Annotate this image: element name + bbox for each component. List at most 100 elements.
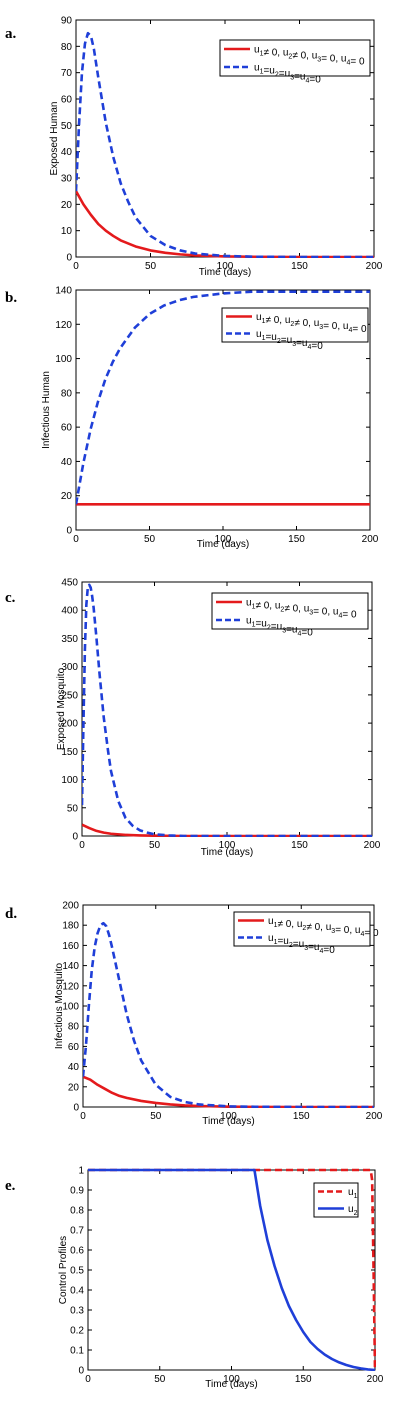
x-tick-label: 100 <box>223 1374 240 1385</box>
panel-letter: b. <box>5 290 17 306</box>
y-tick-label: 120 <box>55 320 72 331</box>
y-tick-label: 90 <box>61 16 73 27</box>
x-tick-label: 100 <box>217 261 234 272</box>
series-line-2 <box>83 921 374 1108</box>
x-tick-label: 0 <box>73 534 79 545</box>
x-tick-label: 200 <box>362 534 379 545</box>
y-tick-label: 60 <box>68 1042 80 1053</box>
y-tick-label: 0 <box>66 526 72 537</box>
legend-entry-1: u1≠ 0, u2≠ 0, u3= 0, u4= 0 <box>246 598 357 621</box>
y-tick-label: 350 <box>61 634 78 645</box>
legend-entry-1: u1≠ 0, u2≠ 0, u3= 0, u4= 0 <box>256 312 367 335</box>
x-tick-label: 150 <box>291 261 308 272</box>
y-tick-label: 0.1 <box>70 1346 84 1357</box>
y-tick-label: 100 <box>61 775 78 786</box>
y-axis-label: Exposed Human <box>49 102 60 176</box>
y-tick-label: 0 <box>73 1103 79 1114</box>
y-tick-label: 0.5 <box>70 1266 84 1277</box>
legend: u1≠ 0, u2≠ 0, u3= 0, u4= 0u1=u2=u3=u4=0 <box>211 592 369 639</box>
series-line-1 <box>82 823 372 837</box>
x-tick-label: 150 <box>295 1374 312 1385</box>
y-tick-label: 140 <box>55 286 72 297</box>
y-tick-label: 100 <box>55 354 72 365</box>
y-tick-label: 60 <box>61 423 73 434</box>
y-tick-label: 120 <box>62 981 79 992</box>
x-tick-label: 100 <box>219 840 236 851</box>
panel-letter: c. <box>5 590 16 606</box>
y-tick-label: 20 <box>61 200 73 211</box>
y-tick-label: 0 <box>66 253 72 264</box>
y-tick-label: 200 <box>62 901 79 912</box>
y-axis-label: Control Profiles <box>58 1236 69 1304</box>
legend-entry-2: u2 <box>348 1204 358 1217</box>
x-tick-label: 200 <box>366 261 383 272</box>
chart-panel-1: a. 0 50 100 150 200 0 10 20 30 40 50 60 70 80 90 Time (d… <box>5 16 383 279</box>
legend: u1≠ 0, u2≠ 0, u3= 0, u4= 0u1=u2=u3=u4=0 <box>221 307 369 352</box>
y-tick-label: 30 <box>61 174 73 185</box>
y-tick-label: 50 <box>61 121 73 132</box>
legend-entry-2: u1=u2=u3=u4=0 <box>254 63 321 86</box>
y-tick-label: 400 <box>61 606 78 617</box>
x-tick-label: 50 <box>145 261 157 272</box>
legend-box <box>221 307 369 343</box>
y-tick-label: 0.2 <box>70 1326 84 1337</box>
y-axis-label: Exposed Mosquito <box>56 667 67 750</box>
series-line-2 <box>82 583 372 837</box>
legend: u1≠ 0, u2≠ 0, u3= 0, u4= 0u1=u2=u3=u4=0 <box>233 911 379 956</box>
x-tick-label: 100 <box>220 1111 237 1122</box>
x-tick-label: 50 <box>154 1374 166 1385</box>
chart-panel-3: c. 0 50 100 150 200 0 50 100 150 200 250 300 350 400 45… <box>5 578 381 859</box>
y-tick-label: 80 <box>68 1022 80 1033</box>
y-tick-label: 0.7 <box>70 1226 84 1237</box>
legend-entry-1: u1 <box>348 1187 358 1200</box>
legend-entry-2: u1=u2=u3=u4=0 <box>246 616 313 639</box>
y-tick-label: 20 <box>68 1082 80 1093</box>
x-tick-label: 0 <box>85 1374 91 1385</box>
x-tick-label: 0 <box>73 261 79 272</box>
x-tick-label: 200 <box>364 840 381 851</box>
x-tick-label: 0 <box>79 840 85 851</box>
y-tick-label: 100 <box>62 1002 79 1013</box>
y-tick-label: 40 <box>61 457 73 468</box>
legend: u1≠ 0, u2≠ 0, u3= 0, u4= 0u1=u2=u3=u4=0 <box>219 39 371 86</box>
y-tick-label: 40 <box>68 1062 80 1073</box>
y-tick-label: 150 <box>61 747 78 758</box>
y-tick-label: 0.9 <box>70 1186 84 1197</box>
chart-panel-4: d. 0 50 100 150 200 0 20 40 60 80 100 120 140 160 180 20… <box>5 901 383 1128</box>
chart-panel-5: e. 0 50 100 150 200 0 0.1 0.2 0.3 0.4 0.5 0.6 0.7 0.8 0… <box>5 1166 384 1391</box>
x-axis-label: Time (days) <box>205 1379 257 1390</box>
x-tick-label: 100 <box>215 534 232 545</box>
y-tick-label: 0.6 <box>70 1246 84 1257</box>
y-tick-label: 80 <box>61 388 73 399</box>
panel-letter: d. <box>5 906 17 922</box>
panel-letter: a. <box>5 26 17 42</box>
legend-box <box>313 1182 359 1218</box>
y-tick-label: 200 <box>61 719 78 730</box>
x-tick-label: 50 <box>150 1111 162 1122</box>
y-tick-label: 0 <box>72 832 78 843</box>
legend-box <box>219 39 371 77</box>
panel-letter: e. <box>5 1178 16 1194</box>
chart-panel-2: b. 0 50 100 150 200 0 20 40 60 80 100 120 140 Time (da… <box>5 286 379 551</box>
y-axis-label: Infectious Mosquito <box>54 962 65 1049</box>
x-axis-label: Time (days) <box>199 267 251 278</box>
y-tick-label: 40 <box>61 147 73 158</box>
series-line-2 <box>76 31 374 258</box>
legend-entry-1: u1≠ 0, u2≠ 0, u3= 0, u4= 0 <box>268 916 379 939</box>
y-tick-label: 80 <box>61 42 73 53</box>
x-tick-label: 50 <box>149 840 161 851</box>
y-axis-label: Infectious Human <box>41 371 52 449</box>
x-tick-label: 200 <box>366 1111 383 1122</box>
x-axis-label: Time (days) <box>201 847 253 858</box>
legend-box <box>211 592 369 630</box>
series-line-2 <box>88 1168 376 1371</box>
legend-entry-2: u1=u2=u3=u4=0 <box>268 933 335 956</box>
y-tick-label: 450 <box>61 578 78 589</box>
y-tick-label: 0.8 <box>70 1206 84 1217</box>
x-tick-label: 200 <box>367 1374 384 1385</box>
legend-box <box>233 911 371 947</box>
y-tick-label: 20 <box>61 491 73 502</box>
y-tick-label: 1 <box>78 1166 84 1177</box>
